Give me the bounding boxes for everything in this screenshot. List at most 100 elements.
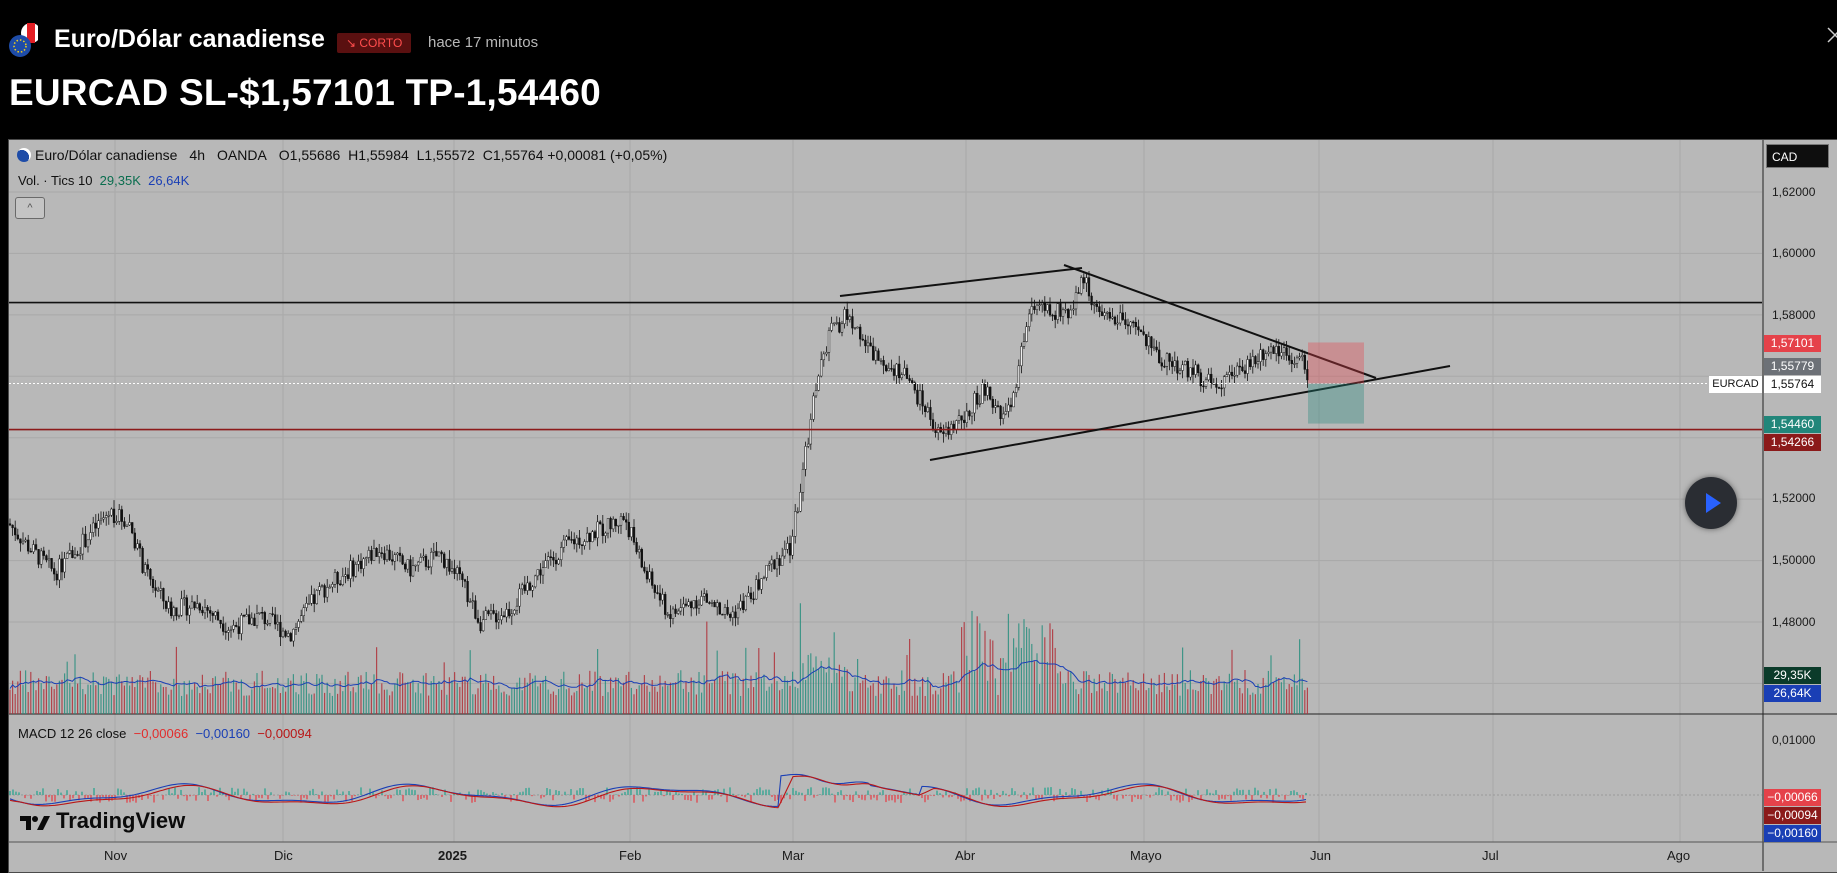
candle-body — [409, 559, 412, 577]
candle-body — [469, 601, 472, 603]
candle-body — [328, 586, 331, 589]
candle-body — [773, 559, 776, 570]
short-position-badge: ↘ CORTO — [337, 33, 412, 53]
candle-body — [29, 550, 32, 553]
vol-value: 29,35K — [99, 173, 141, 188]
candle-body — [547, 556, 550, 561]
candle-body — [344, 574, 347, 577]
candle-body — [289, 633, 292, 642]
candle-body — [1298, 356, 1301, 359]
candle-body — [895, 363, 898, 376]
candle-body — [60, 558, 64, 573]
close-icon[interactable] — [1826, 26, 1837, 50]
legend-interval[interactable]: 4h — [189, 147, 205, 163]
candle-body — [380, 552, 383, 554]
candle-body — [404, 563, 407, 570]
candle-body — [1072, 308, 1075, 311]
candle-body — [414, 564, 417, 567]
candle-body — [747, 592, 750, 597]
candle-body — [742, 600, 745, 610]
candle-body — [1215, 383, 1218, 388]
candle-body — [604, 532, 607, 536]
candle-body — [115, 521, 118, 523]
time-axis-label: Abr — [955, 848, 976, 863]
candle-body — [770, 559, 773, 565]
candle-body — [209, 610, 212, 614]
play-replay-button[interactable] — [1685, 477, 1737, 529]
candle-body — [99, 518, 103, 522]
candle-body — [822, 353, 825, 361]
candle-body — [159, 588, 162, 591]
candle-body — [1207, 373, 1210, 381]
candle-body — [185, 597, 188, 616]
candle-body — [521, 584, 524, 590]
tradingview-logo[interactable]: TradingView — [20, 808, 185, 834]
symbol-legend[interactable]: Euro/Dólar canadiense 4h OANDA O1,55686 H1,… — [17, 147, 667, 163]
candle-body — [929, 407, 932, 420]
candle-body — [981, 383, 984, 404]
candle-body — [539, 569, 542, 576]
candle-body — [874, 350, 877, 361]
candle-body — [125, 524, 129, 527]
volume-bars — [9, 603, 1309, 714]
candle-body — [476, 618, 480, 623]
candle-body — [734, 611, 737, 619]
legend-exchange: OANDA — [217, 147, 267, 163]
candle-body — [367, 550, 370, 558]
candle-body — [16, 534, 19, 540]
legend-symbol[interactable]: Euro/Dólar canadiense — [35, 147, 178, 163]
candle-body — [383, 553, 386, 561]
candle-body — [755, 579, 758, 600]
candle-body — [419, 557, 422, 563]
candle-body — [632, 527, 636, 543]
last-price-label: 1,55779 — [1764, 358, 1821, 375]
candle-body — [497, 619, 500, 623]
channel-top-line — [839, 267, 1083, 297]
candle-body — [1012, 392, 1015, 408]
candle-body — [393, 554, 396, 562]
candle-body — [365, 557, 368, 560]
candle-body — [341, 575, 344, 586]
candle-body — [856, 326, 859, 329]
candle-body — [807, 443, 810, 447]
candle-body — [55, 573, 58, 581]
candle-body — [762, 577, 766, 579]
drawing-tools — [9, 264, 1762, 461]
candle-body — [300, 615, 303, 622]
candle-body — [705, 593, 708, 603]
candle-body — [861, 338, 864, 341]
candle-body — [235, 625, 238, 627]
candle-body — [154, 587, 157, 591]
candle-body — [996, 405, 1000, 407]
time-axis-label: Dic — [274, 848, 293, 863]
candle-body — [1142, 331, 1145, 335]
candle-body — [552, 557, 555, 561]
currency-selector[interactable]: CAD — [1766, 144, 1829, 168]
volume-legend[interactable]: Vol. · Tics 10 29,35K 26,64K — [18, 173, 189, 188]
candle-body — [385, 549, 389, 561]
candle-body — [1228, 371, 1231, 375]
current-price-label: 1,55764 — [1764, 376, 1821, 393]
candle-body — [276, 621, 279, 625]
collapse-legend-button[interactable]: ^ — [15, 197, 45, 219]
candle-body — [1004, 411, 1007, 415]
chart-area[interactable] — [8, 139, 1837, 873]
candle-body — [1238, 365, 1241, 368]
candle-body — [799, 492, 802, 512]
candle-body — [196, 603, 199, 609]
candle-body — [1295, 357, 1299, 364]
candle-body — [1186, 360, 1189, 378]
candle-body — [718, 602, 721, 615]
candle-body — [1067, 308, 1070, 319]
candle-body — [752, 598, 755, 601]
candle-body — [349, 560, 352, 579]
candle-body — [1152, 346, 1156, 349]
legend-open: O1,55686 — [278, 147, 341, 163]
macd-legend[interactable]: MACD 12 26 close −0,00066 −0,00160 −0,00… — [18, 726, 312, 741]
candlestick-series — [8, 271, 1309, 647]
candle-body — [68, 550, 71, 554]
candle-body — [1132, 321, 1135, 324]
candle-body — [313, 594, 316, 604]
pair-title[interactable]: Euro/Dólar canadiense — [54, 25, 325, 53]
